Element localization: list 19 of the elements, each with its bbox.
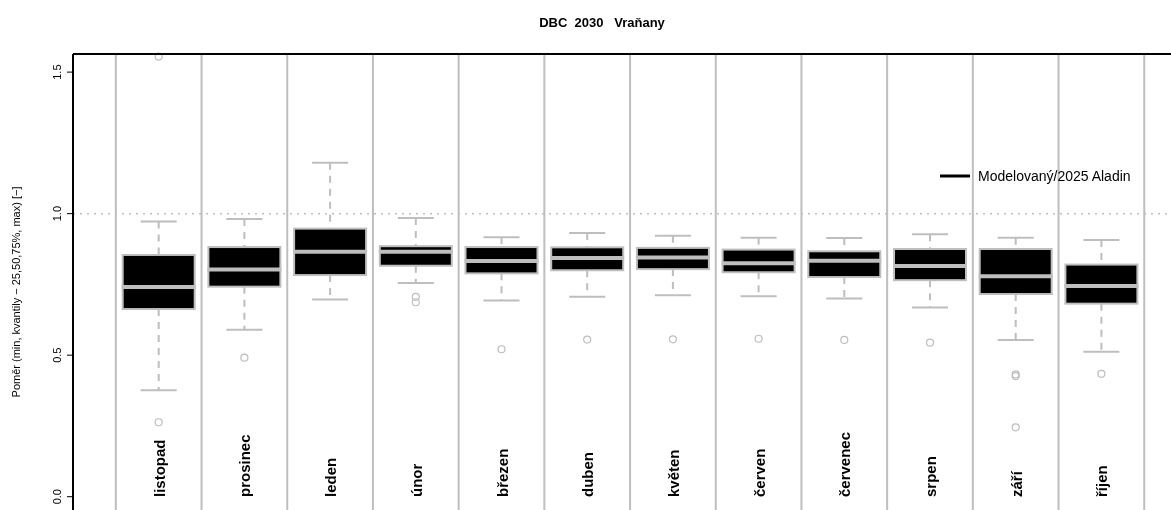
- x-tick-label: říjen: [1093, 465, 1111, 497]
- x-tick-label: červen: [750, 448, 768, 497]
- x-tick-label: srpen: [922, 456, 939, 497]
- y-tick-label: 1.5: [51, 64, 63, 80]
- x-tick-label: prosinec: [236, 434, 254, 497]
- x-tick-label: červenec: [836, 431, 854, 497]
- x-tick-label: leden: [322, 457, 340, 497]
- y-tick-label: 0.0: [51, 489, 63, 505]
- y-axis-title: Poměr (min, kvantily − 25,50,75%, max) [−]: [10, 186, 22, 398]
- y-tick-label: 1.0: [51, 205, 63, 222]
- x-tick-label: únor: [407, 463, 425, 497]
- y-tick-label: 0.5: [51, 347, 63, 363]
- x-tick-label: březen: [493, 448, 511, 497]
- chart-title: DBC 2030 Vraňany: [539, 15, 666, 30]
- legend-label: Modelovaný/2025 Aladin: [978, 168, 1131, 184]
- x-tick-label: září: [1007, 470, 1025, 497]
- x-tick-label: listopad: [150, 439, 168, 497]
- x-tick-label: květen: [664, 449, 682, 497]
- x-tick-label: duben: [579, 452, 597, 497]
